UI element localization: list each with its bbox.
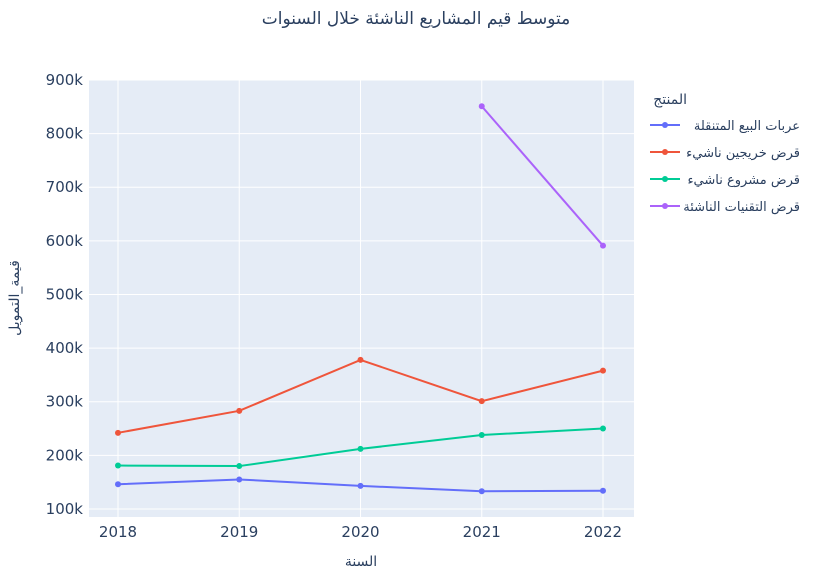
data-point: [236, 463, 243, 470]
x-tick-label: 2022: [584, 523, 622, 541]
y-tick-label: 500k: [46, 285, 84, 303]
legend-swatch-marker: [662, 203, 668, 209]
data-point: [600, 425, 606, 432]
legend-title: المنتج: [653, 92, 687, 108]
data-point: [115, 462, 121, 469]
x-tick-label: 2018: [99, 523, 137, 541]
y-axis-title: قيمة_التمويل: [7, 260, 23, 336]
series: [478, 103, 606, 249]
y-tick-label: 800k: [46, 125, 84, 143]
data-point: [236, 476, 243, 483]
series-line: [480, 105, 604, 247]
data-point: [357, 482, 364, 489]
series: [115, 425, 606, 470]
legend-label: عربات البيع المتنقلة: [694, 119, 800, 134]
y-tick-label: 200k: [46, 446, 84, 464]
series: [115, 476, 606, 495]
data-point: [357, 356, 364, 363]
data-point: [478, 398, 485, 405]
data-point: [115, 429, 121, 436]
x-tick-label: 2021: [463, 523, 501, 541]
data-point: [600, 242, 606, 249]
legend-label: قرض التقنيات الناشئة: [683, 200, 800, 215]
legend-item[interactable]: قرض خريجين ناشيء: [650, 146, 800, 161]
data-point: [478, 431, 485, 438]
series: [115, 356, 606, 436]
y-tick-label: 400k: [46, 339, 84, 357]
legend-label: قرض مشروع ناشيء: [687, 173, 800, 188]
data-point: [357, 445, 364, 452]
data-point: [600, 367, 606, 374]
legend-item[interactable]: عربات البيع المتنقلة: [650, 119, 800, 134]
legend-item[interactable]: قرض مشروع ناشيء: [650, 173, 800, 188]
series-lines: [115, 103, 606, 495]
legend-swatch-marker: [662, 149, 668, 155]
x-tick-label: 2020: [341, 523, 379, 541]
x-axis-title: السنة: [345, 554, 377, 570]
legend: المنتج عربات البيع المتنقلة قرض خريجين نا…: [650, 92, 800, 215]
x-tick-label: 2019: [220, 523, 258, 541]
grid: [89, 79, 634, 517]
data-point: [236, 407, 243, 414]
legend-label: قرض خريجين ناشيء: [686, 146, 800, 161]
legend-swatch-marker: [662, 176, 668, 182]
y-tick-label: 700k: [46, 178, 84, 196]
legend-swatch-marker: [662, 122, 668, 128]
plot-background: [89, 80, 634, 517]
data-point: [478, 488, 485, 495]
chart-title: متوسط قيم المشاريع الناشئة خلال السنوات: [262, 9, 570, 29]
y-tick-label: 600k: [46, 232, 84, 250]
y-tick-label: 300k: [46, 393, 84, 411]
y-tick-label: 100k: [46, 500, 84, 518]
legend-item[interactable]: قرض التقنيات الناشئة: [650, 200, 800, 215]
data-point: [600, 487, 606, 494]
data-point: [115, 481, 121, 488]
y-tick-label: 900k: [46, 71, 84, 89]
data-point: [478, 103, 485, 110]
axis-ticks: 100k 200k 300k 400k 500k 600k 700k 800k 900k 2018…: [46, 71, 622, 541]
